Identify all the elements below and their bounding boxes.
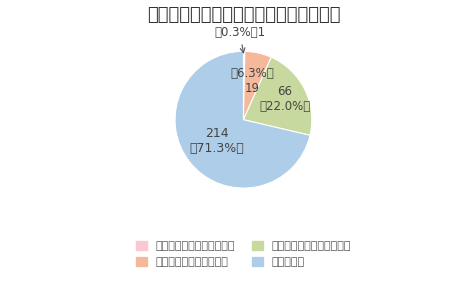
Wedge shape xyxy=(175,51,310,188)
Title: 母体血清マーカー検査をご存知ですか？: 母体血清マーカー検査をご存知ですか？ xyxy=(147,6,340,24)
Legend: 検査を受けたことがある。, 検査内容を知っている。, 名前を聞いたことがある。, 知らない。: 検査を受けたことがある。, 検査内容を知っている。, 名前を聞いたことがある。,… xyxy=(131,236,356,272)
Wedge shape xyxy=(243,51,271,120)
Wedge shape xyxy=(243,51,245,120)
Text: 66
（22.0%）: 66 （22.0%） xyxy=(259,85,311,113)
Wedge shape xyxy=(243,57,312,135)
Text: 214
（71.3%）: 214 （71.3%） xyxy=(189,127,244,155)
Text: （6.3%）
19: （6.3%） 19 xyxy=(230,67,274,95)
Text: （0.3%）1: （0.3%）1 xyxy=(214,26,266,53)
